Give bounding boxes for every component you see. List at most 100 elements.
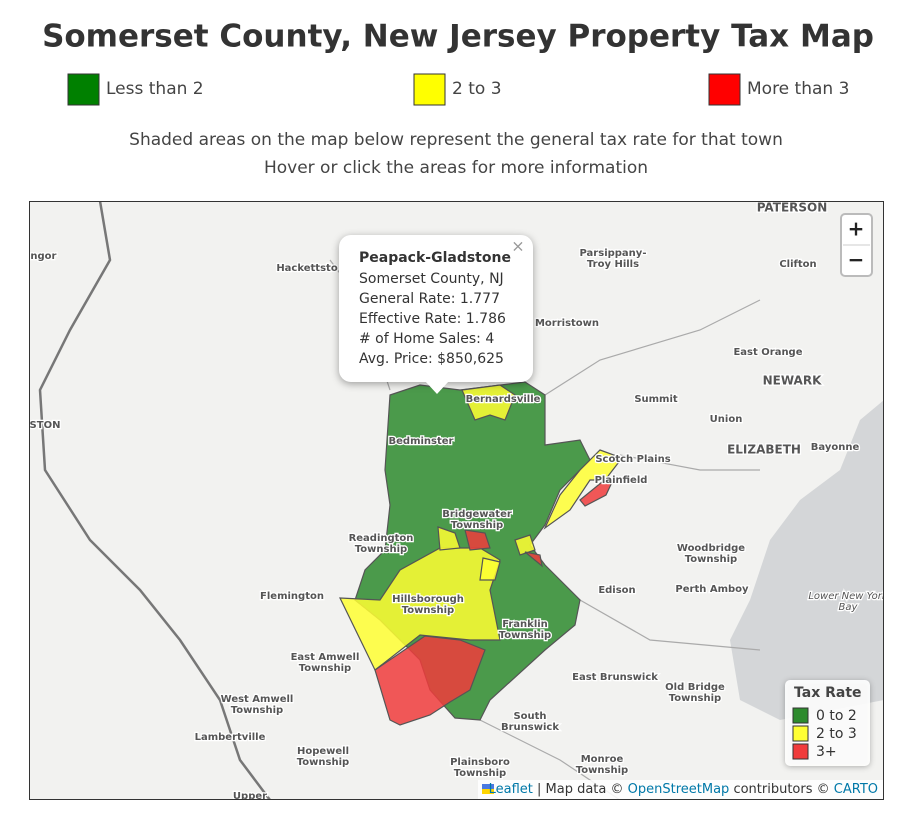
town-area[interactable] [514, 534, 536, 556]
flag [482, 784, 494, 789]
popup-box [339, 235, 533, 382]
legend-swatch [708, 73, 741, 106]
map-frame [29, 201, 884, 800]
place-label: Plainfield [595, 475, 648, 486]
intro-line: Shaded areas on the map below represent … [129, 130, 783, 150]
place-label: Morristown [535, 318, 599, 329]
place-label: Township [297, 757, 349, 768]
map-legend-label: 0 to 2 [816, 708, 857, 724]
attribution-link[interactable]: OpenStreetMap [628, 782, 730, 797]
place-label: Township [231, 705, 283, 716]
place-label: Edison [598, 585, 635, 596]
map-legend-label: 3+ [816, 744, 837, 760]
place-label: East Amwell [291, 652, 360, 663]
map-legend-items: 0 to 2 2 to 3 3+ [792, 707, 857, 760]
place-label: Clifton [779, 259, 816, 270]
place-label: Township [576, 765, 628, 776]
state-border [38, 201, 271, 800]
place-label: Franklin [502, 619, 548, 630]
popup-line: # of Home Sales: 4 [359, 331, 494, 347]
attribution-link[interactable]: CARTO [834, 782, 878, 797]
map-legend-label: 2 to 3 [816, 726, 857, 742]
town-area[interactable] [579, 476, 616, 507]
place-label: Upper [233, 791, 267, 802]
map-legend-title: Tax Rate [794, 685, 862, 701]
town-area[interactable] [524, 551, 543, 568]
place-label: West Amwell [221, 694, 294, 705]
flag [482, 789, 494, 794]
place-label: Flemington [260, 591, 324, 602]
place-label: Parsippany- [580, 248, 647, 259]
place-label: Scotch Plains [595, 454, 670, 465]
page-title: Somerset County, New Jersey Property Tax… [42, 19, 874, 55]
attribution-link[interactable]: Leaflet [489, 782, 533, 797]
place-label: East Orange [733, 347, 802, 358]
zoom-in[interactable]: + [848, 217, 865, 241]
place-label: Hackettsto [276, 263, 338, 274]
map-legend-swatch [792, 707, 809, 724]
place-label: Union [710, 414, 743, 425]
place-label: Township [451, 520, 503, 531]
place-label: Bay [839, 602, 859, 613]
place-label: Hillsborough [392, 594, 464, 605]
place-label: Lambertville [195, 732, 266, 743]
place-label: Bayonne [811, 442, 860, 453]
legend-label: Less than 2 [106, 79, 204, 99]
map[interactable]: angor Hackettsto Parsippany-Troy Hills PATE… [24, 201, 889, 803]
place-label: Lower New York [808, 591, 889, 602]
place-label: Bernardsville [466, 394, 541, 405]
place-label: South [513, 711, 546, 722]
zoom-control: + − [840, 213, 873, 277]
popup-line: General Rate: 1.777 [359, 291, 500, 307]
legend-swatch [67, 73, 100, 106]
town-area[interactable] [464, 529, 491, 551]
towns[interactable] [339, 381, 623, 726]
place-label: Township [355, 544, 407, 555]
zoom-out[interactable]: − [848, 248, 865, 272]
legend: Less than 2 2 to 3 More than 3 [67, 73, 849, 106]
place-label: Plainsboro [450, 757, 510, 768]
map-legend: Tax Rate 0 to 2 2 to 3 3+ [785, 680, 870, 766]
place-label: Hopewell [297, 746, 349, 757]
intro-line: Hover or click the areas for more inform… [264, 158, 648, 178]
place-label: Township [669, 693, 721, 704]
attribution-text: contributors © [729, 782, 833, 797]
town-area[interactable] [543, 449, 623, 530]
place-label: Township [499, 630, 551, 641]
place-label: Township [402, 605, 454, 616]
place-label: East Brunswick [572, 672, 658, 683]
popup-line: Effective Rate: 1.786 [359, 311, 506, 327]
water [730, 400, 884, 720]
popup-line: Avg. Price: $850,625 [359, 351, 504, 367]
place-label: Old Bridge [665, 682, 725, 693]
place-label: PATERSON [757, 201, 828, 215]
place-label: Bridgewater [442, 509, 512, 520]
place-label: Troy Hills [587, 259, 639, 270]
popup: × Peapack-Gladstone Somerset County, NJ G… [339, 235, 533, 394]
town-area[interactable] [437, 526, 461, 551]
popup-title: Peapack-Gladstone [359, 250, 511, 266]
place-label: NEWARK [763, 374, 822, 388]
town-area[interactable] [374, 635, 486, 726]
legend-swatch [413, 73, 446, 106]
town-area[interactable] [479, 557, 501, 581]
place-label: STON [30, 420, 61, 431]
place-label: angor [24, 251, 57, 262]
town-area[interactable] [461, 384, 516, 421]
attribution-text: | Map data © [533, 782, 628, 797]
place-label: Perth Amboy [675, 584, 749, 595]
popup-line: Somerset County, NJ [359, 271, 504, 287]
place-label: Summit [634, 394, 678, 405]
legend-label: 2 to 3 [452, 79, 502, 99]
map-legend-swatch [792, 725, 809, 742]
map-legend-swatch [792, 743, 809, 760]
popup-body: Somerset County, NJ General Rate: 1.777 Ef… [359, 271, 506, 367]
attribution: Leaflet | Map data © OpenStreetMap contr… [489, 782, 878, 797]
place-label: Woodbridge [677, 543, 745, 554]
popup-close[interactable]: × [511, 237, 524, 256]
place-label: Township [685, 554, 737, 565]
place-label: Bedminster [389, 436, 454, 447]
place-labels: angor Hackettsto Parsippany-Troy Hills PATE… [24, 201, 889, 802]
place-label: Township [454, 768, 506, 779]
